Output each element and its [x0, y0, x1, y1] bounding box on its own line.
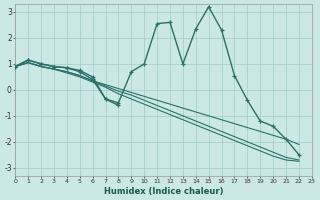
X-axis label: Humidex (Indice chaleur): Humidex (Indice chaleur): [104, 187, 223, 196]
